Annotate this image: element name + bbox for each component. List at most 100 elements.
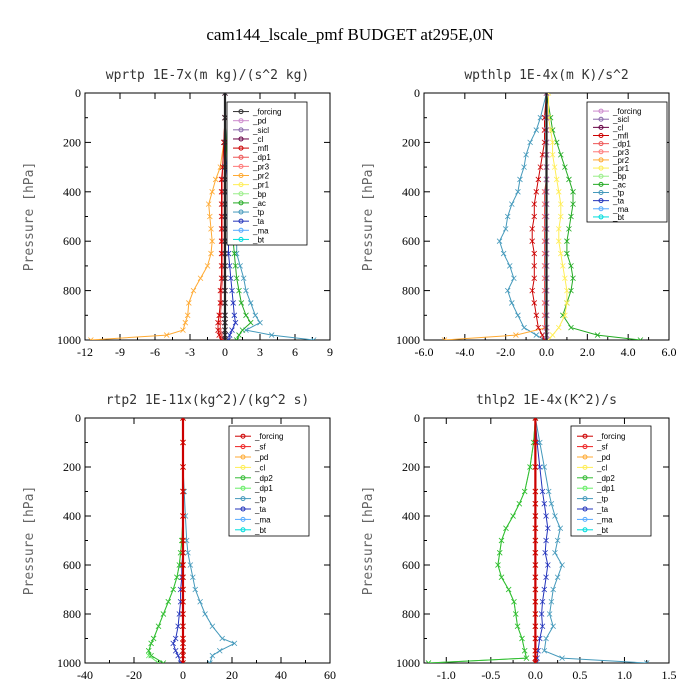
data-point-mfl bbox=[529, 226, 535, 232]
data-point-ac bbox=[566, 226, 572, 232]
legend-label: _bt bbox=[612, 213, 625, 222]
legend-marker bbox=[582, 475, 588, 481]
x-tick-label: 2.0 bbox=[580, 345, 595, 359]
data-point-ac bbox=[236, 332, 242, 338]
data-point-pr1 bbox=[558, 213, 564, 220]
data-point-tp bbox=[515, 189, 521, 195]
data-point-mfl bbox=[533, 189, 540, 195]
x-tick-label: -0.5 bbox=[481, 668, 500, 682]
data-point-pr1 bbox=[560, 263, 566, 269]
data-point-ta bbox=[538, 611, 545, 617]
y-tick-label: 400 bbox=[63, 185, 81, 199]
data-point-ac bbox=[236, 287, 242, 294]
data-point-pr1 bbox=[555, 189, 562, 195]
data-point-tp bbox=[496, 238, 503, 244]
data-point-ac bbox=[562, 164, 568, 170]
data-point-dp2 bbox=[148, 640, 154, 647]
data-point-ta bbox=[228, 275, 234, 282]
data-point-pr1 bbox=[555, 324, 562, 331]
x-tick-label: -20 bbox=[126, 668, 142, 682]
y-axis-label: Pressure [hPa] bbox=[361, 162, 376, 272]
data-point-tp bbox=[515, 312, 521, 319]
legend-marker bbox=[238, 145, 244, 151]
data-point-forcing bbox=[532, 660, 539, 663]
data-point-ac bbox=[231, 250, 238, 257]
legend-marker bbox=[582, 506, 588, 512]
data-point-ac bbox=[594, 332, 601, 338]
panel-subtitle: wprtp 1E-7x(m kg)/(s^2 kg) bbox=[106, 68, 310, 83]
data-point-mfl bbox=[217, 300, 224, 306]
data-point-pr2 bbox=[441, 337, 448, 340]
data-point-tp bbox=[537, 114, 544, 121]
data-point-tp bbox=[504, 213, 511, 220]
data-point-ac bbox=[233, 337, 240, 340]
legend-marker bbox=[598, 190, 604, 195]
legend-label: _pd bbox=[254, 453, 268, 462]
data-point-dp2 bbox=[155, 623, 162, 630]
data-point-pr1 bbox=[549, 332, 556, 338]
data-point-ta bbox=[170, 640, 176, 647]
data-point-tp bbox=[527, 139, 533, 146]
data-point-mfl bbox=[217, 287, 224, 294]
x-tick-label: -4.0 bbox=[455, 345, 474, 359]
legend-label: _ma bbox=[596, 515, 613, 524]
data-point-mfl bbox=[529, 238, 535, 244]
data-point-ac bbox=[570, 201, 576, 207]
data-point-mfl bbox=[529, 287, 535, 294]
data-point-forcing bbox=[180, 660, 186, 663]
data-point-tp bbox=[557, 525, 564, 532]
data-point-tp bbox=[554, 574, 561, 581]
data-point-mfl bbox=[535, 176, 542, 183]
legend-marker bbox=[598, 173, 604, 179]
legend-marker bbox=[582, 454, 588, 460]
legend-label: _sf bbox=[596, 443, 608, 452]
legend-label: _pr2 bbox=[252, 172, 270, 181]
legend-marker bbox=[240, 464, 246, 470]
data-point-tp bbox=[541, 647, 548, 654]
x-tick-label: 0.5 bbox=[572, 668, 587, 682]
x-tick-label: -6.0 bbox=[415, 345, 434, 359]
data-point-tp bbox=[545, 488, 552, 495]
data-point-ta bbox=[543, 513, 549, 519]
data-point-tp bbox=[548, 500, 555, 507]
y-tick-label: 1000 bbox=[57, 333, 81, 347]
data-point-dp2 bbox=[160, 611, 167, 617]
legend-label: _mfl bbox=[252, 144, 268, 153]
legend-marker bbox=[238, 127, 244, 133]
data-point-ta bbox=[537, 635, 543, 642]
legend-label: _forcing bbox=[252, 108, 281, 117]
legend-marker bbox=[238, 182, 244, 188]
y-tick-label: 400 bbox=[63, 509, 81, 523]
panel-subtitle: rtp2 1E-11x(kg^2)/(kg^2 s) bbox=[106, 393, 310, 408]
data-point-dp2 bbox=[498, 574, 505, 581]
data-point-pr2 bbox=[205, 201, 212, 207]
data-point-ac bbox=[570, 275, 576, 282]
data-point-tp bbox=[240, 275, 247, 282]
data-point-tp bbox=[233, 250, 240, 257]
legend-label: _tp bbox=[254, 495, 267, 504]
x-tick-label: 1.5 bbox=[662, 668, 677, 682]
data-point-pr2 bbox=[197, 275, 204, 282]
data-point-pr1 bbox=[558, 250, 564, 257]
y-tick-label: 1000 bbox=[396, 656, 420, 670]
legend-label: _cl bbox=[596, 463, 607, 472]
data-point-dp2 bbox=[145, 647, 152, 654]
legend-marker bbox=[240, 485, 246, 491]
legend-label: _forcing bbox=[612, 107, 641, 116]
data-point-mfl bbox=[539, 332, 546, 338]
legend-label: _cl bbox=[252, 135, 263, 144]
data-point-ac bbox=[637, 337, 644, 340]
data-point-dp2 bbox=[512, 611, 519, 617]
legend-marker bbox=[240, 516, 246, 522]
data-point-pr1 bbox=[549, 151, 556, 158]
x-tick-label: 4.0 bbox=[621, 345, 636, 359]
data-point-tp bbox=[237, 263, 243, 269]
legend-label: _ac bbox=[252, 199, 266, 208]
data-point-dp2 bbox=[514, 623, 521, 630]
y-tick-label: 1000 bbox=[396, 333, 420, 347]
series-group bbox=[145, 418, 238, 663]
legend-label: _dp2 bbox=[596, 474, 615, 483]
legend-label: _pr2 bbox=[612, 156, 630, 165]
data-point-pr2 bbox=[180, 327, 186, 333]
data-point-pr1 bbox=[562, 275, 568, 282]
